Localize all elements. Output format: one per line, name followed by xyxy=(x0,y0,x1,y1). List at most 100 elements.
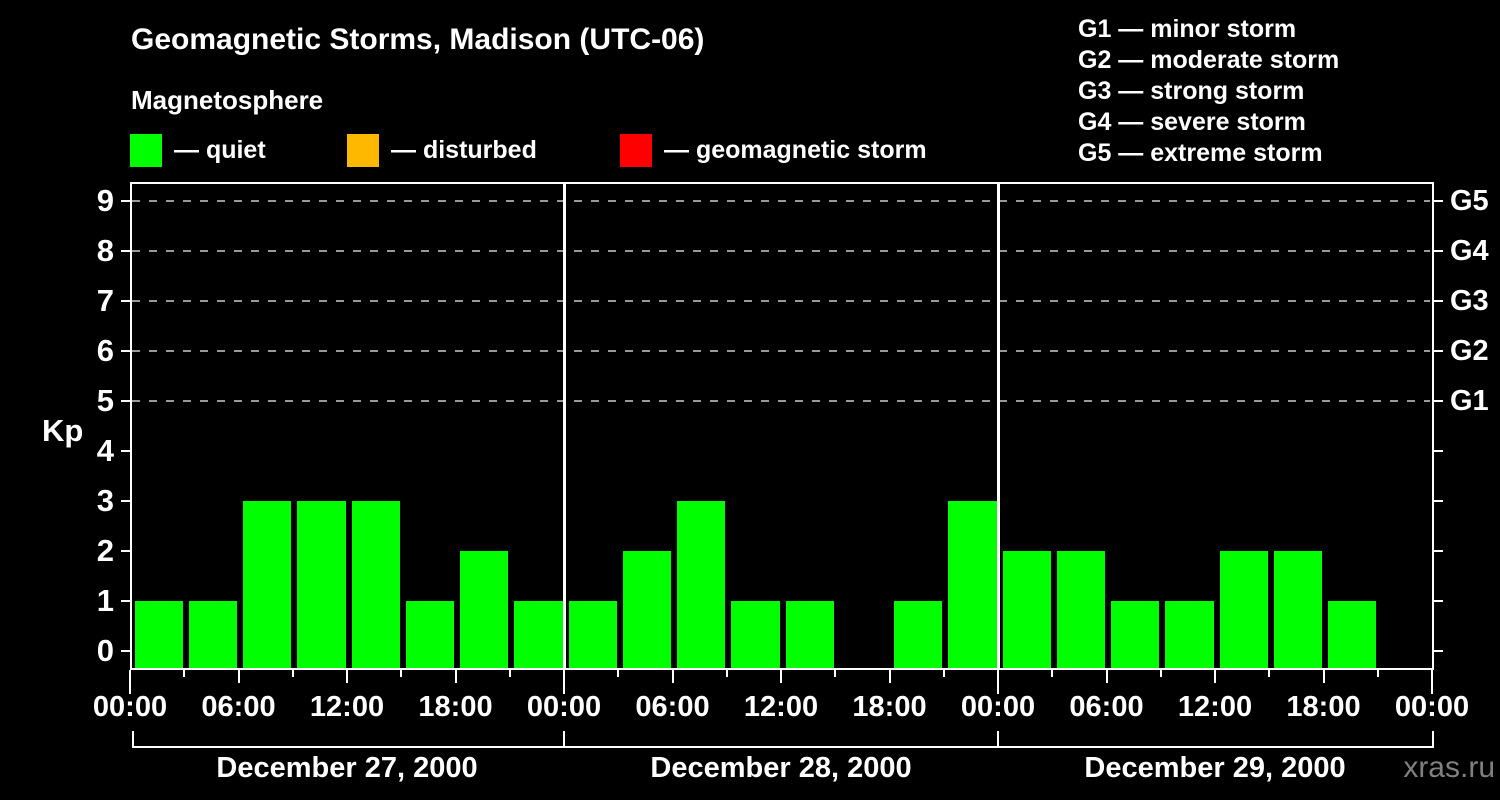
kp-bar xyxy=(188,601,237,668)
date-label: December 29, 2000 xyxy=(1084,752,1346,784)
y-tick-left xyxy=(121,650,130,652)
x-tick xyxy=(1322,670,1325,683)
quiet-swatch xyxy=(130,134,162,167)
y-tick-left xyxy=(121,600,130,602)
g-axis-label-g2: G2 xyxy=(1450,335,1489,367)
day-separator xyxy=(563,182,566,668)
frame-top xyxy=(130,182,1434,184)
gridline-kp8 xyxy=(132,250,1430,252)
kp-bar xyxy=(514,601,563,668)
y-tick-left xyxy=(121,250,130,252)
y-tick-left xyxy=(121,400,130,402)
kp-bar xyxy=(243,501,292,668)
kp-bar xyxy=(1056,551,1105,668)
x-tick xyxy=(1214,670,1216,683)
y-tick-left xyxy=(121,500,130,502)
date-bracket-riser xyxy=(132,731,134,748)
x-tick xyxy=(725,670,728,677)
kp-bar xyxy=(1273,551,1322,668)
y-tick-right xyxy=(1434,400,1443,402)
y-tick-left xyxy=(121,300,130,302)
kp-bar xyxy=(622,551,671,668)
g-legend-line-g4: G4 — severe storm xyxy=(1078,108,1306,136)
y-tick-right xyxy=(1434,300,1443,302)
y-tick-left xyxy=(121,350,130,352)
x-tick-label: 00:00 xyxy=(92,691,168,723)
x-tick-label: 18:00 xyxy=(852,691,927,723)
kp-bar xyxy=(894,601,943,668)
disturbed-swatch xyxy=(347,134,379,167)
y-tick-label: 7 xyxy=(96,283,114,318)
g-axis-label-g3: G3 xyxy=(1450,285,1489,317)
x-tick xyxy=(1431,670,1433,694)
legend-item-label: — geomagnetic storm xyxy=(664,136,927,164)
kp-bar xyxy=(297,501,346,668)
chart-title: Geomagnetic Storms, Madison (UTC-06) xyxy=(131,23,705,56)
y-tick-label: 8 xyxy=(96,233,114,268)
y-tick-right xyxy=(1434,200,1443,202)
legend-item-geomagnetic-storm: — geomagnetic storm xyxy=(620,134,927,167)
kp-bar xyxy=(948,501,997,668)
gridline-kp7 xyxy=(132,300,1430,302)
gridline-kp9 xyxy=(132,200,1430,202)
x-tick xyxy=(237,670,240,683)
x-tick-label: 18:00 xyxy=(1286,691,1361,723)
g-scale-legend: G1 — minor storm G2 — moderate storm G3 — … xyxy=(1078,14,1339,169)
date-bracket-riser xyxy=(1432,731,1434,748)
condition-legend: — quiet — disturbed — geomagnetic storm xyxy=(130,134,1030,168)
x-tick-label: 00:00 xyxy=(526,691,602,723)
x-tick xyxy=(617,670,620,677)
x-tick xyxy=(291,670,294,677)
y-tick-label: 5 xyxy=(96,383,114,418)
x-tick-label: 06:00 xyxy=(635,691,710,723)
y-tick-left xyxy=(121,450,130,452)
x-tick-label: 06:00 xyxy=(1069,691,1144,723)
y-tick-left xyxy=(121,550,130,552)
x-tick xyxy=(346,670,348,683)
y-tick-label: 3 xyxy=(96,483,114,518)
y-tick-right xyxy=(1434,600,1443,602)
x-tick-label: 06:00 xyxy=(201,691,276,723)
day-separator xyxy=(997,182,1000,668)
frame-left xyxy=(130,182,132,670)
x-tick xyxy=(671,670,674,683)
y-tick-right xyxy=(1434,500,1443,502)
y-tick-label: 4 xyxy=(96,433,114,468)
watermark: xras.ru xyxy=(1403,751,1495,784)
g-axis-label-g5: G5 xyxy=(1450,185,1489,217)
x-tick xyxy=(888,670,891,683)
kp-bar xyxy=(460,551,509,668)
y-axis-title: Kp xyxy=(42,413,84,448)
y-tick-left xyxy=(121,200,130,202)
legend-item-label: — disturbed xyxy=(391,136,537,164)
kp-bar xyxy=(1165,601,1214,668)
y-tick-right xyxy=(1434,450,1443,452)
kp-bar xyxy=(677,501,726,668)
g-legend-line-g2: G2 — moderate storm xyxy=(1078,46,1340,74)
date-bracket-line xyxy=(132,746,1434,748)
x-tick-label: 12:00 xyxy=(743,691,819,723)
x-tick xyxy=(508,670,511,677)
x-tick xyxy=(1051,670,1054,677)
magnetosphere-label: Magnetosphere xyxy=(131,85,324,115)
x-tick xyxy=(780,670,782,683)
kp-bar xyxy=(405,601,454,668)
kp-bar xyxy=(1111,601,1160,668)
kp-bar xyxy=(1002,551,1051,668)
g-legend-line-g5: G5 — extreme storm xyxy=(1078,139,1323,167)
y-tick-right xyxy=(1434,550,1443,552)
geomagnetic-storm-swatch xyxy=(620,134,652,167)
kp-bar xyxy=(731,601,780,668)
legend-item-disturbed: — disturbed xyxy=(347,134,537,167)
x-tick xyxy=(129,670,131,694)
date-bracket-riser xyxy=(563,731,565,748)
kp-bar xyxy=(1219,551,1268,668)
kp-bar xyxy=(134,601,183,668)
x-tick xyxy=(1376,670,1379,677)
x-tick xyxy=(1268,670,1271,677)
y-tick-right xyxy=(1434,650,1443,652)
legend-item-quiet: — quiet xyxy=(130,134,266,167)
x-tick-label: 12:00 xyxy=(309,691,385,723)
